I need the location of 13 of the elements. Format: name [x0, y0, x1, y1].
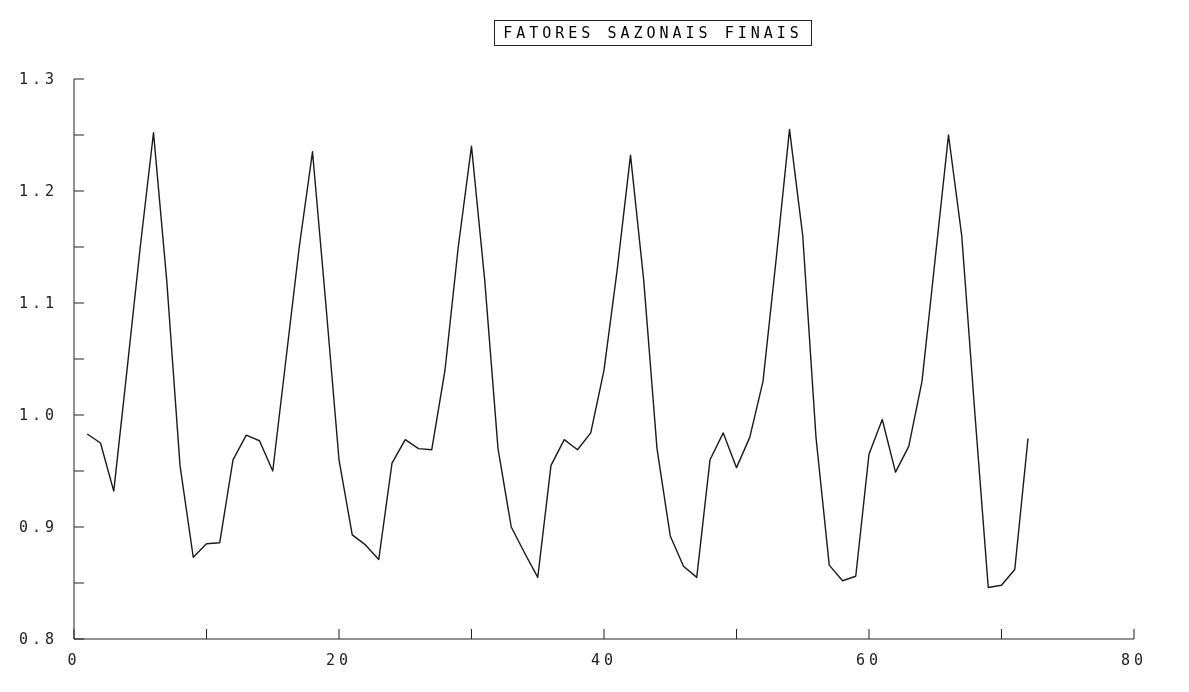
x-tick-label: 20: [325, 651, 353, 669]
line-series: [86, 128, 1029, 589]
y-tick-label: 1.1: [18, 294, 58, 312]
x-tick-label: 80: [1120, 651, 1148, 669]
y-tick-label: 1.3: [18, 70, 58, 88]
y-tick-label: 1.0: [18, 406, 58, 424]
x-tick-label: 0: [67, 651, 81, 669]
x-tick-label: 60: [855, 651, 883, 669]
y-tick-label: 0.8: [18, 630, 58, 648]
y-tick-label: 0.9: [18, 518, 58, 536]
x-tick-label: 40: [590, 651, 618, 669]
chart-title: FATORES SAZONAIS FINAIS: [494, 20, 812, 46]
y-tick-label: 1.2: [18, 182, 58, 200]
